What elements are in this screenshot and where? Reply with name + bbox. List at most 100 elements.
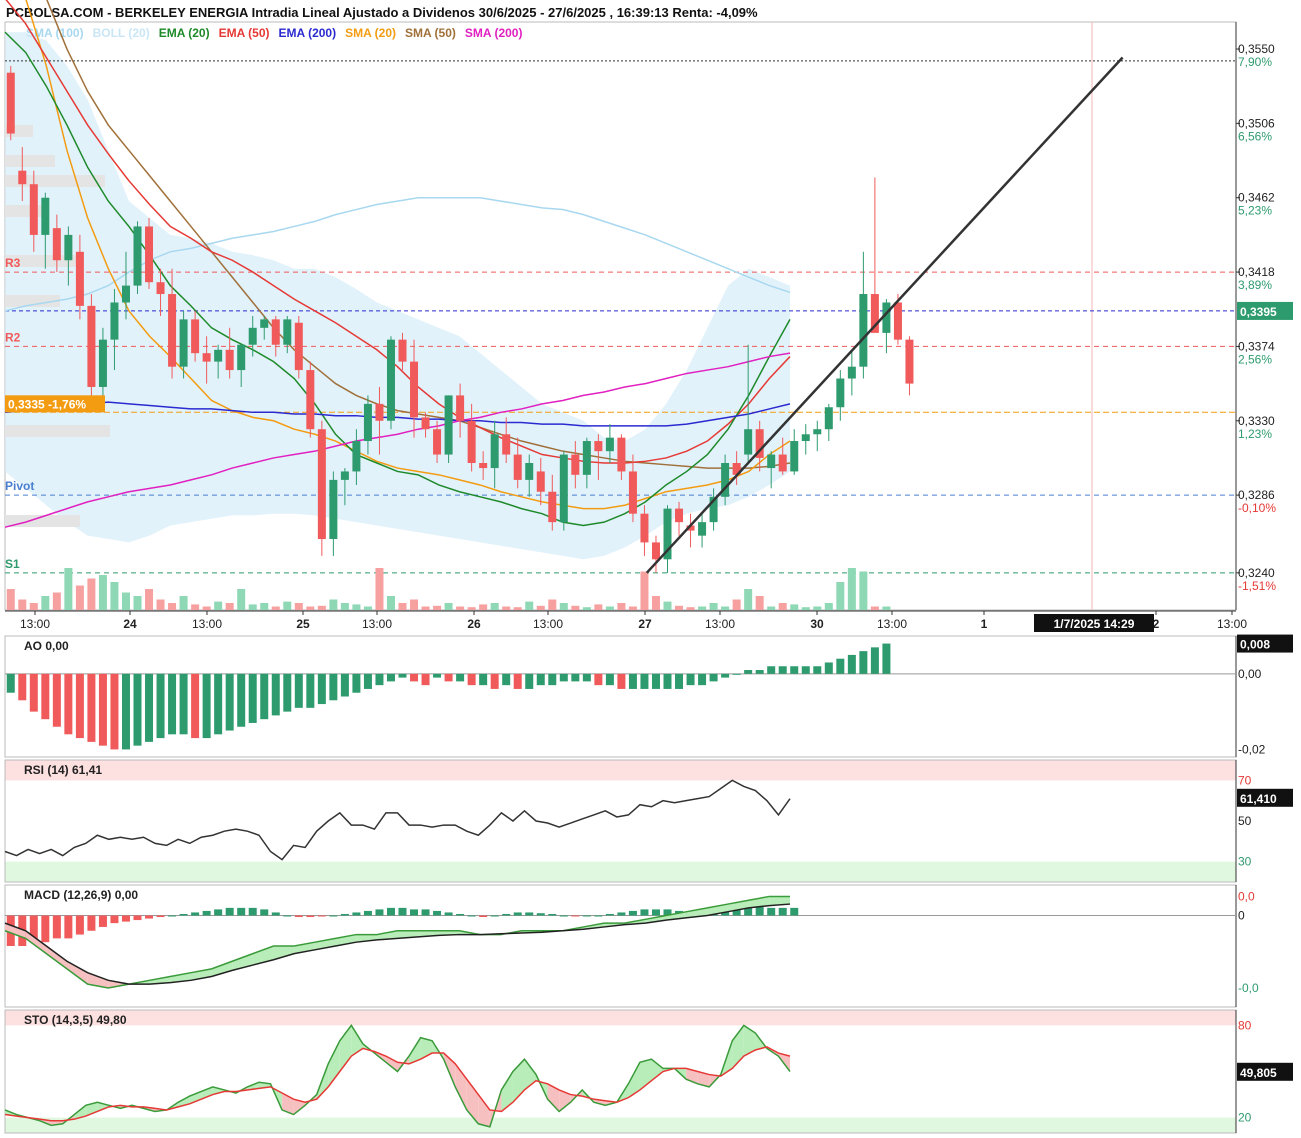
candle-body <box>502 434 511 455</box>
ao-bar <box>698 673 707 686</box>
macd-histogram-bar <box>156 915 165 918</box>
volume-bar <box>214 601 223 610</box>
sto-fill <box>74 1105 86 1120</box>
legend-ema50[interactable]: EMA (50) <box>218 26 270 40</box>
sto-label: STO (14,3,5) 49,80 <box>24 1013 127 1027</box>
legend-sma200[interactable]: SMA (200) <box>464 26 523 40</box>
macd-histogram-bar <box>52 915 61 939</box>
volume-bar <box>87 578 96 610</box>
legend-sma100[interactable]: SMA (100) <box>26 26 84 40</box>
ao-bar <box>628 673 637 689</box>
macd-histogram-bar <box>202 910 211 916</box>
volume-bar <box>145 589 154 610</box>
legend-ema20[interactable]: EMA (20) <box>158 26 210 40</box>
sto-oversold-zone <box>5 1117 1236 1133</box>
ao-bar <box>502 673 511 686</box>
candle-body <box>525 463 534 480</box>
candle-body <box>421 417 430 430</box>
sto-fill <box>409 1037 421 1064</box>
volume-bar <box>29 603 38 610</box>
candle-body <box>179 319 188 367</box>
time-tick-label: 27 <box>638 617 652 631</box>
macd-histogram-bar <box>571 915 580 917</box>
volume-bar <box>502 606 511 610</box>
candle-body <box>559 454 568 523</box>
candle-body <box>121 285 130 303</box>
ao-bar <box>133 673 142 746</box>
ao-bar <box>663 673 672 689</box>
candle-body <box>110 302 119 340</box>
volume-bar <box>444 603 453 610</box>
ao-bar <box>363 673 372 689</box>
candle-body <box>260 319 269 328</box>
macd-fill <box>25 930 47 954</box>
ao-bar <box>721 673 730 678</box>
sto-fill <box>628 1062 640 1098</box>
volume-bar <box>651 596 660 610</box>
legend-sma50[interactable]: SMA (50) <box>405 26 456 40</box>
macd-histogram-bar <box>778 907 787 916</box>
legend-boll20[interactable]: BOLL (20) <box>92 26 150 40</box>
candle-body <box>698 522 707 536</box>
indicator-legend: SMA (100) BOLL (20) EMA (20) EMA (50) EMA (2… <box>26 26 531 40</box>
sma20-line <box>25 0 791 510</box>
price-tick-label: 0,3418 <box>1238 265 1275 279</box>
volume-bar <box>248 604 257 610</box>
ao-bar <box>64 673 73 735</box>
volume-profile-bar <box>5 175 105 187</box>
macd-histogram-bar <box>444 912 453 916</box>
ao-bar <box>444 673 453 682</box>
legend-ema200[interactable]: EMA (200) <box>278 26 337 40</box>
macd-histogram-bar <box>502 913 511 916</box>
ao-bar <box>433 673 442 678</box>
ao-bar <box>675 673 684 689</box>
macd-histogram-bar <box>421 909 430 916</box>
macd-signal-line <box>4 903 791 985</box>
ao-bar <box>859 651 868 674</box>
ao-bar <box>790 666 799 674</box>
last-price-badge <box>5 395 105 413</box>
current-price-badge <box>1237 301 1293 320</box>
macd-tick-label: 0,0 <box>1238 889 1255 903</box>
candle-body <box>594 441 603 452</box>
cursor-time-badge <box>1034 614 1154 632</box>
ao-bar <box>329 673 338 701</box>
volume-bar <box>52 592 61 610</box>
time-tick-label: 24 <box>123 617 137 631</box>
volume-bar <box>156 599 165 610</box>
ao-bar <box>18 673 27 701</box>
candle-body <box>352 441 361 472</box>
macd-line <box>4 895 790 989</box>
macd-histogram-bar <box>663 909 672 916</box>
ao-bar <box>421 673 430 686</box>
sto-fill <box>697 1071 710 1087</box>
candle-body <box>363 403 372 442</box>
candle-body <box>225 349 234 371</box>
ao-bar <box>248 673 257 723</box>
candle-body <box>398 339 407 362</box>
time-tick-label: 13:00 <box>20 617 50 631</box>
pivot-label-pivot: Pivot <box>5 479 34 493</box>
ao-bar <box>87 673 96 742</box>
volume-bar <box>732 599 741 610</box>
candle-body <box>214 349 223 362</box>
legend-sma20[interactable]: SMA (20) <box>345 26 396 40</box>
macd-histogram-bar <box>248 907 257 916</box>
cursor-time-label: 1/7/2025 14:29 <box>1054 617 1135 631</box>
candle-body <box>651 542 660 560</box>
candle-body <box>801 434 810 442</box>
macd-histogram-bar <box>594 915 603 917</box>
ao-bar <box>29 673 38 712</box>
ao-bar <box>571 673 580 682</box>
ao-bar <box>237 673 246 727</box>
ao-tick-label: 0,00 <box>1238 667 1262 681</box>
sto-overbought-zone <box>5 1010 1236 1026</box>
volume-bar <box>168 603 177 610</box>
ao-bar <box>456 673 465 682</box>
ao-tick-label: -0,02 <box>1238 742 1266 756</box>
volume-profile-bar <box>5 515 80 527</box>
volume-bar <box>375 568 384 610</box>
volume-bar <box>283 601 292 610</box>
sto-fill <box>51 1120 63 1126</box>
